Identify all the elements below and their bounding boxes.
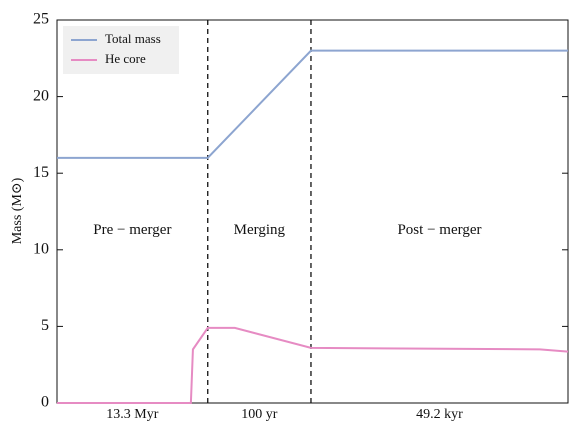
x-phase-label: 100 yr xyxy=(241,407,278,422)
y-tick-label: 15 xyxy=(33,164,49,181)
y-tick-label: 20 xyxy=(33,87,49,104)
phase-annotation: Post − merger xyxy=(397,222,481,238)
y-tick-label: 25 xyxy=(33,11,49,28)
series-line xyxy=(57,49,568,159)
y-tick-label: 0 xyxy=(41,394,49,411)
y-tick-label: 10 xyxy=(33,240,49,257)
y-tick-label: 5 xyxy=(41,317,49,334)
legend-label: He core xyxy=(105,51,146,66)
legend-label: Total mass xyxy=(105,31,161,46)
series-line xyxy=(57,326,569,404)
phase-annotation: Pre − merger xyxy=(93,222,171,238)
legend-box xyxy=(63,26,179,74)
x-phase-label: 13.3 Myr xyxy=(106,407,158,422)
phase-annotation: Merging xyxy=(234,222,286,238)
plot-frame xyxy=(56,19,569,404)
y-axis-label: Mass (M⊙) xyxy=(10,177,25,244)
x-phase-label: 49.2 kyr xyxy=(416,407,463,422)
